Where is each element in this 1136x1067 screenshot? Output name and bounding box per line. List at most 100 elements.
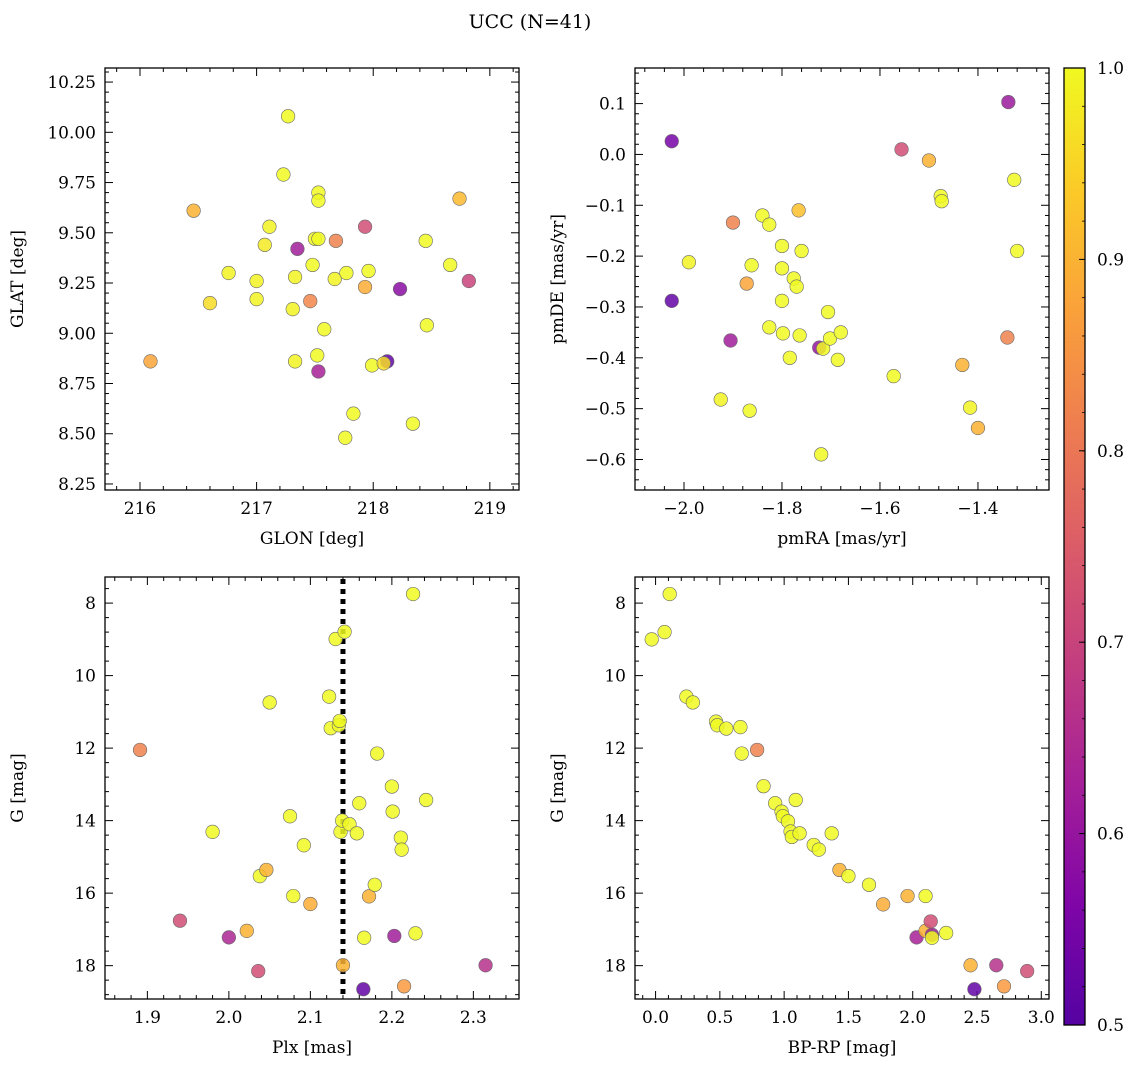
scatter-point (303, 896, 318, 912)
scatter-point (788, 792, 803, 808)
scatter-point (385, 804, 400, 819)
scatter-point (311, 364, 326, 379)
scatter-point (311, 193, 326, 208)
x-tick-label: 2.0 (899, 1008, 926, 1028)
scatter-point (352, 796, 367, 811)
scatter-point (644, 632, 659, 647)
tick-marks (105, 577, 519, 999)
scatter-point (361, 889, 377, 904)
scatter-point (262, 695, 277, 710)
scatter-point (418, 233, 433, 248)
scatter-point (419, 318, 434, 333)
scatter-point (789, 279, 804, 294)
scatter-point (963, 958, 978, 973)
tick-marks (635, 68, 1049, 491)
scatter-point (202, 296, 218, 311)
scatter-point (376, 356, 391, 371)
axes-frame (104, 67, 520, 491)
scatter-points (664, 94, 1025, 462)
scatter-point (725, 215, 741, 230)
scatter-point (452, 191, 467, 206)
scatter-point (816, 341, 831, 356)
colorbar-tick-label: 1.0 (1097, 59, 1124, 79)
x-axis-label: pmRA [mas/yr] (777, 529, 906, 549)
y-tick-label: 8.50 (58, 425, 96, 445)
scatter-point (276, 167, 291, 182)
x-tick-label: 2.5 (963, 1008, 990, 1028)
scatter-point (418, 792, 434, 808)
scatter-point (713, 392, 728, 407)
scatter-point (257, 237, 272, 252)
x-tick-label: 1.0 (771, 1008, 798, 1028)
scatter-point (172, 913, 188, 928)
y-tick-label: 8.25 (58, 475, 96, 495)
scatter-point (328, 233, 344, 248)
scatter-point (886, 369, 901, 384)
x-tick-label: 218 (357, 499, 389, 519)
y-axis-label: G [mag] (8, 753, 28, 822)
tick-marks (635, 577, 1049, 999)
scatter-point (719, 721, 734, 736)
scatter-point (657, 625, 672, 640)
panel-pmra-pmde: −2.0 −1.8 −1.6 −1.4 −0.6 −0.5 −0.4 −0.3 −0.2 −0.1… (548, 67, 1050, 549)
scatter-point (396, 979, 412, 994)
y-tick-label: 8 (85, 594, 96, 614)
scatter-point (361, 263, 376, 279)
scatter-point (405, 586, 421, 602)
y-axis-label: pmDE [mas/yr] (548, 214, 568, 344)
scatter-point (443, 257, 458, 273)
colorbar-gradient (1064, 68, 1085, 1025)
scatter-point (963, 400, 978, 415)
scatter-point (742, 403, 757, 418)
scatter-point (384, 779, 399, 794)
scatter-point (955, 357, 970, 373)
y-tick-label: 10.00 (47, 123, 96, 143)
x-tick-label: 0.0 (642, 1008, 669, 1028)
colorbar: 0.5 0.6 0.7 0.8 0.9 1.0 (1063, 59, 1124, 1036)
scatter-point (285, 302, 300, 317)
scatter-point (335, 958, 351, 973)
scatter-point (733, 719, 748, 735)
scatter-point (478, 958, 493, 973)
y-tick-label: −0.3 (585, 298, 626, 318)
panel-glon-glat: 216 217 218 219 8.25 8.50 8.75 9.00 9.25 9.50 9.75… (8, 67, 520, 549)
colorbar-tick-label: 0.9 (1097, 250, 1124, 270)
y-tick-label: 12 (74, 739, 96, 759)
x-tick-label: −2.0 (663, 499, 704, 519)
scatter-point (205, 824, 220, 839)
scatter-point (327, 271, 342, 287)
scatter-point (143, 354, 158, 369)
x-tick-label: 2.1 (297, 1008, 324, 1028)
scatter-point (921, 153, 937, 168)
scatter-point (774, 261, 790, 276)
scatter-point (744, 258, 759, 273)
scatter-point (900, 888, 915, 904)
scatter-point (282, 809, 298, 824)
scatter-point (681, 255, 696, 270)
scatter-point (792, 826, 807, 841)
scatter-point (967, 982, 982, 997)
scatter-point (1007, 172, 1022, 187)
scatter-point (357, 219, 373, 234)
y-tick-label: 9.50 (58, 224, 96, 244)
scatter-point (322, 689, 337, 704)
scatter-point (286, 888, 301, 904)
scatter-point (364, 358, 380, 373)
x-tick-label: 217 (240, 499, 272, 519)
colorbar-tick-label: 0.8 (1097, 442, 1124, 462)
scatter-point (349, 826, 364, 841)
y-tick-label: 9.75 (58, 174, 96, 194)
scatter-point (762, 320, 777, 335)
scatter-point (830, 352, 845, 367)
scatter-point (221, 265, 236, 281)
y-tick-label: 9.00 (58, 324, 96, 344)
scatter-point (939, 925, 954, 941)
scatter-point (970, 420, 986, 436)
scatter-point (303, 294, 318, 309)
scatter-point (1001, 94, 1016, 110)
y-tick-label: 0.0 (599, 145, 626, 165)
x-tick-label: −1.6 (859, 499, 900, 519)
y-tick-label: −0.1 (585, 196, 626, 216)
scatter-point (820, 304, 836, 320)
colorbar-frame (1063, 67, 1086, 1026)
